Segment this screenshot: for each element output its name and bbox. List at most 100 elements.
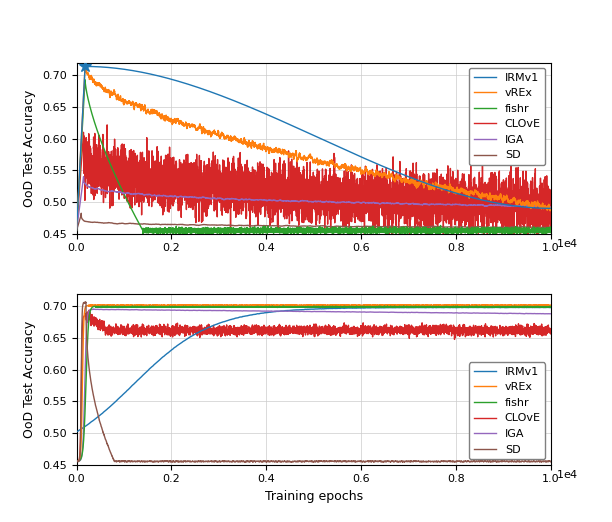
IRMv1 (166, 349, 173, 355)
fishr (92, 304, 100, 310)
Line: IRMv1: IRMv1 (76, 307, 551, 432)
SD (73, 228, 80, 234)
X-axis label: Training epochs: Training epochs (264, 490, 363, 503)
Legend: IRMv1, vREx, fishr, CLOvE, IGA, SD: IRMv1, vREx, fishr, CLOvE, IGA, SD (469, 362, 545, 459)
CLOvE (75, 458, 82, 464)
vREx (81, 60, 89, 66)
IGA (166, 307, 173, 313)
CLOvE (522, 331, 529, 337)
fishr (305, 304, 312, 310)
CLOvE (73, 228, 80, 234)
Line: SD: SD (76, 302, 551, 462)
Line: IRMv1: IRMv1 (76, 66, 551, 231)
vREx (92, 82, 100, 89)
vREx (101, 87, 108, 93)
IRMv1 (81, 63, 89, 69)
CLOvE (92, 164, 100, 170)
IGA (101, 306, 108, 313)
Line: SD: SD (76, 213, 551, 231)
fishr (547, 227, 554, 233)
IGA (89, 306, 97, 312)
vREx (166, 115, 173, 121)
CLOvE (305, 186, 312, 192)
IGA (547, 204, 554, 210)
CLOvE (522, 199, 529, 205)
vREx (166, 302, 173, 309)
vREx (522, 201, 529, 208)
SD (78, 210, 85, 217)
IRMv1 (522, 304, 529, 311)
IRMv1 (92, 64, 100, 70)
vREx (73, 458, 80, 465)
IGA (305, 198, 312, 205)
fishr (75, 458, 82, 464)
CLOvE (305, 327, 312, 334)
fishr (381, 303, 388, 309)
CLOvE (92, 318, 100, 324)
vREx (92, 303, 100, 309)
fishr (73, 458, 80, 465)
SD (81, 299, 89, 305)
IGA (166, 193, 173, 199)
fishr (220, 232, 228, 238)
vREx (101, 302, 108, 309)
fishr (166, 304, 173, 310)
IRMv1 (73, 228, 80, 234)
Line: vREx: vREx (76, 63, 551, 231)
fishr (81, 77, 89, 83)
Line: fishr: fishr (76, 306, 551, 461)
Line: fishr: fishr (76, 80, 551, 235)
CLOvE (101, 326, 108, 333)
CLOvE (547, 330, 554, 337)
IGA (101, 187, 108, 194)
vREx (305, 302, 312, 309)
fishr (75, 189, 82, 196)
vREx (547, 302, 554, 309)
vREx (305, 155, 312, 161)
vREx (73, 228, 80, 234)
IRMv1 (539, 304, 546, 311)
SD (547, 458, 554, 465)
Legend: IRMv1, vREx, fishr, CLOvE, IGA, SD: IRMv1, vREx, fishr, CLOvE, IGA, SD (469, 68, 545, 165)
IRMv1 (75, 186, 82, 193)
Line: CLOvE: CLOvE (76, 310, 551, 461)
Line: CLOvE: CLOvE (76, 125, 551, 240)
vREx (547, 205, 554, 211)
SD (75, 220, 82, 227)
SD (522, 458, 529, 465)
Y-axis label: OoD Test Accuracy: OoD Test Accuracy (23, 321, 37, 437)
CLOvE (101, 168, 108, 174)
CLOvE (166, 158, 173, 164)
IRMv1 (166, 76, 173, 82)
fishr (166, 227, 173, 233)
IGA (75, 458, 82, 465)
CLOvE (75, 198, 82, 204)
Line: vREx: vREx (76, 305, 551, 461)
vREx (522, 302, 529, 309)
IGA (522, 311, 529, 317)
vREx (75, 186, 82, 193)
CLOvE (73, 458, 80, 465)
vREx (188, 302, 196, 308)
SD (92, 219, 100, 226)
SD (92, 405, 100, 411)
IGA (73, 228, 80, 234)
fishr (73, 228, 80, 234)
IGA (305, 309, 312, 315)
IGA (73, 458, 80, 465)
Y-axis label: OoD Test Accuracy: OoD Test Accuracy (23, 90, 37, 207)
SD (305, 458, 312, 465)
CLOvE (103, 122, 111, 128)
IRMv1 (305, 306, 312, 312)
IRMv1 (101, 408, 108, 414)
IGA (522, 203, 529, 209)
IRMv1 (101, 64, 108, 70)
CLOvE (547, 196, 554, 202)
SD (75, 458, 82, 465)
Text: $\mathregular{1e4}$: $\mathregular{1e4}$ (556, 468, 578, 480)
SD (547, 224, 554, 230)
SD (305, 223, 312, 229)
IRMv1 (547, 205, 554, 211)
CLOvE (166, 328, 173, 334)
IGA (92, 185, 100, 192)
